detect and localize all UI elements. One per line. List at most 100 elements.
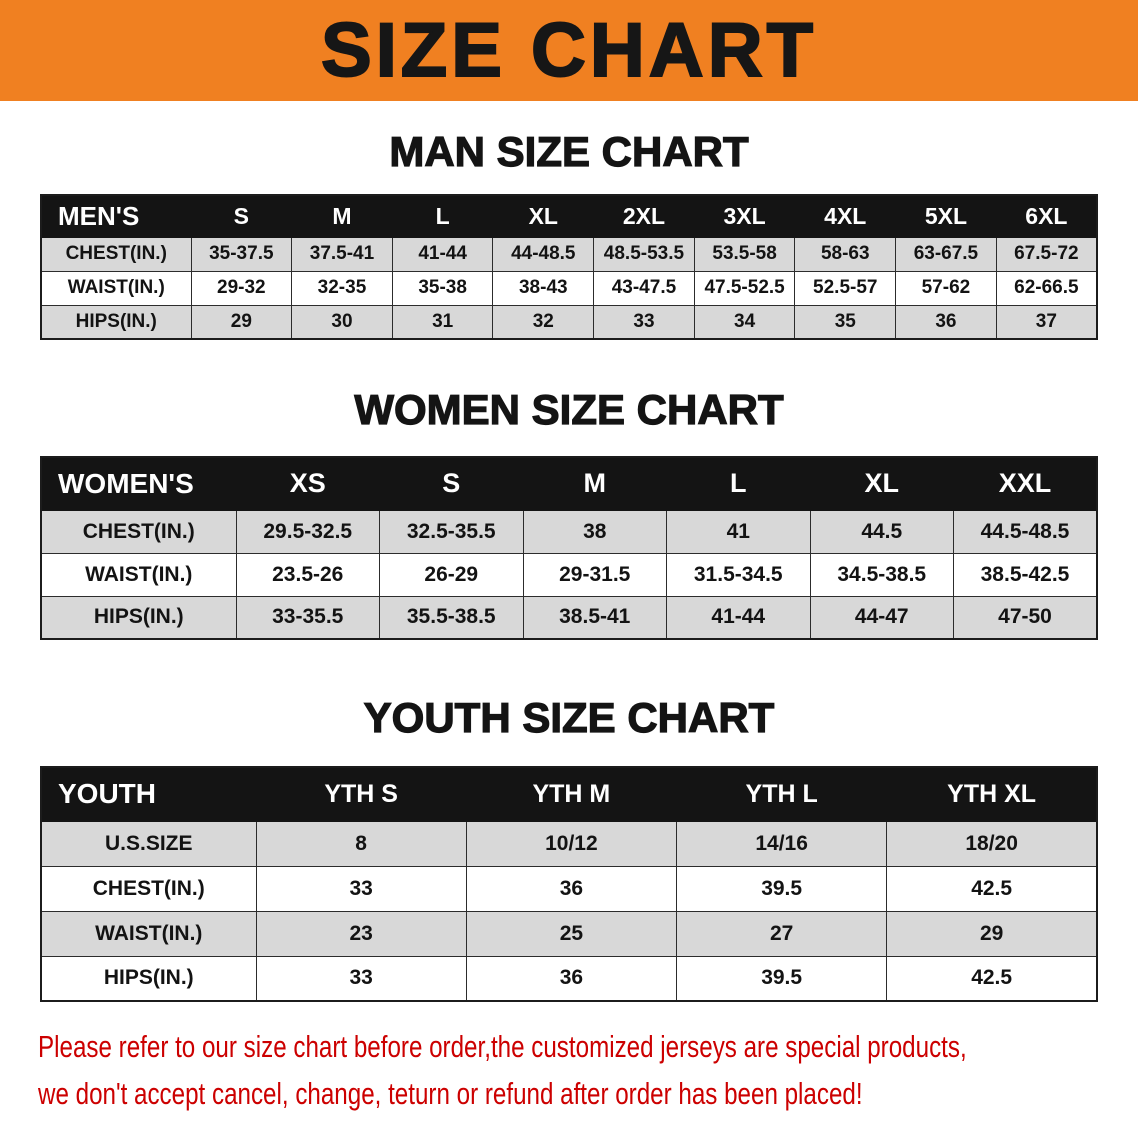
table-row: HIPS(IN.) 33-35.5 35.5-38.5 38.5-41 41-44 44-…: [40, 595, 1098, 640]
page-title: SIZE CHART: [320, 7, 817, 93]
size-value-cell: 41: [666, 509, 811, 554]
size-value-cell: 38.5-41: [522, 595, 667, 640]
row-label: WAIST(IN.): [40, 270, 192, 306]
row-label: U.S.SIZE: [40, 820, 257, 867]
size-column-header: M: [522, 456, 667, 511]
size-value-cell: 38.5-42.5: [953, 552, 1098, 597]
men-size-section: MAN SIZE CHART MEN'S S M L XL 2XL 3XL 4XL 5XL 6XL…: [0, 127, 1138, 340]
table-row: CHEST(IN.) 33 36 39.5 42.5: [40, 865, 1098, 912]
size-value-cell: 39.5: [675, 865, 888, 912]
size-column-header: YTH XL: [886, 766, 1098, 822]
size-value-cell: 14/16: [675, 820, 888, 867]
size-column-header: YTH S: [255, 766, 467, 822]
size-column-header: L: [391, 194, 494, 238]
size-value-cell: 25: [465, 910, 678, 957]
table-row: WAIST(IN.) 23 25 27 29: [40, 910, 1098, 957]
size-value-cell: 36: [895, 304, 997, 340]
size-value-cell: 32-35: [291, 270, 393, 306]
notice-line-2: we don't accept cancel, change, teturn o…: [38, 1076, 863, 1112]
size-column-header: 3XL: [693, 194, 796, 238]
row-label: HIPS(IN.): [40, 304, 192, 340]
table-row: CHEST(IN.) 29.5-32.5 32.5-35.5 38 41 44.5 44.5…: [40, 509, 1098, 554]
size-column-header: XXL: [953, 456, 1098, 511]
size-value-cell: 34.5-38.5: [809, 552, 954, 597]
men-section-heading: MAN SIZE CHART: [389, 127, 750, 175]
row-label: HIPS(IN.): [40, 955, 257, 1002]
size-column-header: XL: [809, 456, 954, 511]
size-value-cell: 23.5-26: [235, 552, 380, 597]
size-value-cell: 41-44: [391, 236, 494, 272]
size-value-cell: 32.5-35.5: [379, 509, 524, 554]
size-value-cell: 44-47: [809, 595, 954, 640]
size-value-cell: 39.5: [675, 955, 888, 1002]
size-value-cell: 47-50: [953, 595, 1098, 640]
size-value-cell: 58-63: [794, 236, 897, 272]
size-column-header: L: [666, 456, 811, 511]
size-column-header: XL: [492, 194, 595, 238]
size-value-cell: 37.5-41: [291, 236, 393, 272]
table-title-cell: WOMEN'S: [40, 456, 237, 511]
table-title-cell: MEN'S: [40, 194, 192, 238]
size-column-header: YTH M: [465, 766, 678, 822]
size-column-header: 5XL: [895, 194, 997, 238]
table-row: U.S.SIZE 8 10/12 14/16 18/20: [40, 820, 1098, 867]
size-value-cell: 27: [675, 910, 888, 957]
youth-size-table: YOUTH YTH S YTH M YTH L YTH XL U.S.SIZE 8 10/12…: [40, 766, 1098, 1002]
size-value-cell: 35: [794, 304, 897, 340]
size-value-cell: 35-38: [391, 270, 494, 306]
size-value-cell: 10/12: [465, 820, 678, 867]
size-value-cell: 30: [291, 304, 393, 340]
size-value-cell: 62-66.5: [995, 270, 1098, 306]
notice-line-1: Please refer to our size chart before or…: [38, 1029, 967, 1064]
size-value-cell: 33: [255, 865, 467, 912]
size-value-cell: 67.5-72: [995, 236, 1098, 272]
row-label: CHEST(IN.): [40, 865, 257, 912]
women-size-section: WOMEN SIZE CHART WOMEN'S XS S M L XL XXL CHEST(…: [0, 385, 1138, 640]
size-value-cell: 34: [693, 304, 796, 340]
row-label: HIPS(IN.): [40, 595, 237, 640]
women-size-table: WOMEN'S XS S M L XL XXL CHEST(IN.) 29.5-32.5 32.5…: [40, 456, 1098, 640]
row-label: CHEST(IN.): [40, 509, 237, 554]
table-title-cell: YOUTH: [40, 766, 257, 822]
size-value-cell: 18/20: [886, 820, 1098, 867]
size-value-cell: 42.5: [886, 865, 1098, 912]
size-value-cell: 8: [255, 820, 467, 867]
size-value-cell: 36: [465, 955, 678, 1002]
size-column-header: XS: [235, 456, 380, 511]
size-value-cell: 38: [522, 509, 667, 554]
size-column-header: 6XL: [995, 194, 1098, 238]
banner: SIZE CHART: [0, 0, 1138, 101]
size-value-cell: 52.5-57: [794, 270, 897, 306]
size-value-cell: 31.5-34.5: [666, 552, 811, 597]
table-row: HIPS(IN.) 29 30 31 32 33 34 35 36 37: [40, 304, 1098, 340]
size-value-cell: 53.5-58: [693, 236, 796, 272]
size-value-cell: 32: [492, 304, 595, 340]
size-value-cell: 29: [886, 910, 1098, 957]
size-column-header: YTH L: [675, 766, 888, 822]
table-row: WAIST(IN.) 29-32 32-35 35-38 38-43 43-47.5 47.…: [40, 270, 1098, 306]
size-value-cell: 33: [593, 304, 695, 340]
size-value-cell: 35.5-38.5: [379, 595, 524, 640]
size-value-cell: 29-31.5: [522, 552, 667, 597]
size-value-cell: 63-67.5: [895, 236, 997, 272]
size-value-cell: 23: [255, 910, 467, 957]
row-label: CHEST(IN.): [40, 236, 192, 272]
size-value-cell: 37: [995, 304, 1098, 340]
size-value-cell: 44-48.5: [492, 236, 595, 272]
table-row: HIPS(IN.) 33 36 39.5 42.5: [40, 955, 1098, 1002]
table-row: CHEST(IN.) 35-37.5 37.5-41 41-44 44-48.5 48.5…: [40, 236, 1098, 272]
row-label: WAIST(IN.): [40, 552, 237, 597]
size-value-cell: 26-29: [379, 552, 524, 597]
size-value-cell: 47.5-52.5: [693, 270, 796, 306]
size-value-cell: 43-47.5: [593, 270, 695, 306]
size-column-header: 2XL: [593, 194, 695, 238]
size-value-cell: 35-37.5: [190, 236, 293, 272]
size-value-cell: 31: [391, 304, 494, 340]
men-size-table: MEN'S S M L XL 2XL 3XL 4XL 5XL 6XL CHEST(IN.) 35-37…: [40, 194, 1098, 340]
size-value-cell: 38-43: [492, 270, 595, 306]
size-value-cell: 36: [465, 865, 678, 912]
table-row: WAIST(IN.) 23.5-26 26-29 29-31.5 31.5-34.5 34…: [40, 552, 1098, 597]
footer-notice: Please refer to our size chart before or…: [38, 1028, 1138, 1112]
size-value-cell: 29-32: [190, 270, 293, 306]
